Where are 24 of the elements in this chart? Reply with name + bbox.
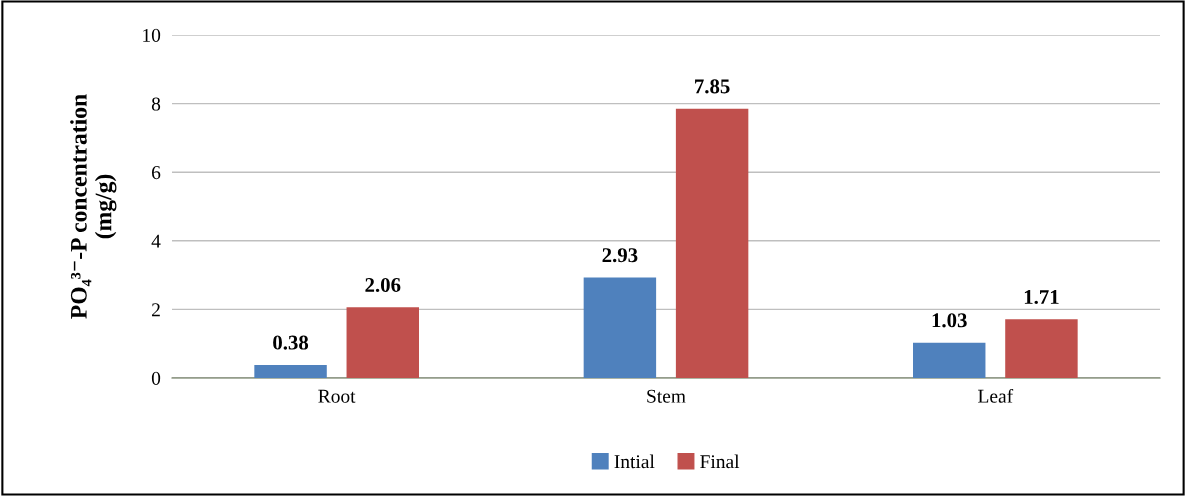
y-axis-title: PO₄³⁻-P concentration (mg/g) xyxy=(70,94,117,319)
bar xyxy=(346,307,419,378)
x-tick-label: Root xyxy=(318,389,356,403)
bar xyxy=(1005,319,1078,378)
legend-label: Intial xyxy=(614,454,655,469)
data-label: 1.03 xyxy=(932,313,967,328)
data-label: 0.38 xyxy=(273,335,309,350)
x-tick-label: Leaf xyxy=(978,388,1014,403)
bar xyxy=(913,342,986,378)
y-tick-label: 6 xyxy=(152,166,161,180)
data-label: 2.93 xyxy=(602,248,638,263)
y-tick-label: 0 xyxy=(151,371,161,385)
bar xyxy=(675,108,749,378)
bar xyxy=(254,364,327,378)
x-tick-label: Stem xyxy=(647,389,686,403)
y-tick-label: 4 xyxy=(151,234,161,248)
legend-label: Final xyxy=(700,454,740,469)
data-label: 7.85 xyxy=(695,79,730,94)
y-tick-label: 10 xyxy=(143,28,161,42)
data-label: 1.71 xyxy=(1024,290,1059,305)
y-tick-label: 8 xyxy=(151,97,161,111)
bar xyxy=(583,277,657,378)
y-tick-label: 2 xyxy=(152,303,160,317)
data-label: 2.06 xyxy=(365,277,401,293)
